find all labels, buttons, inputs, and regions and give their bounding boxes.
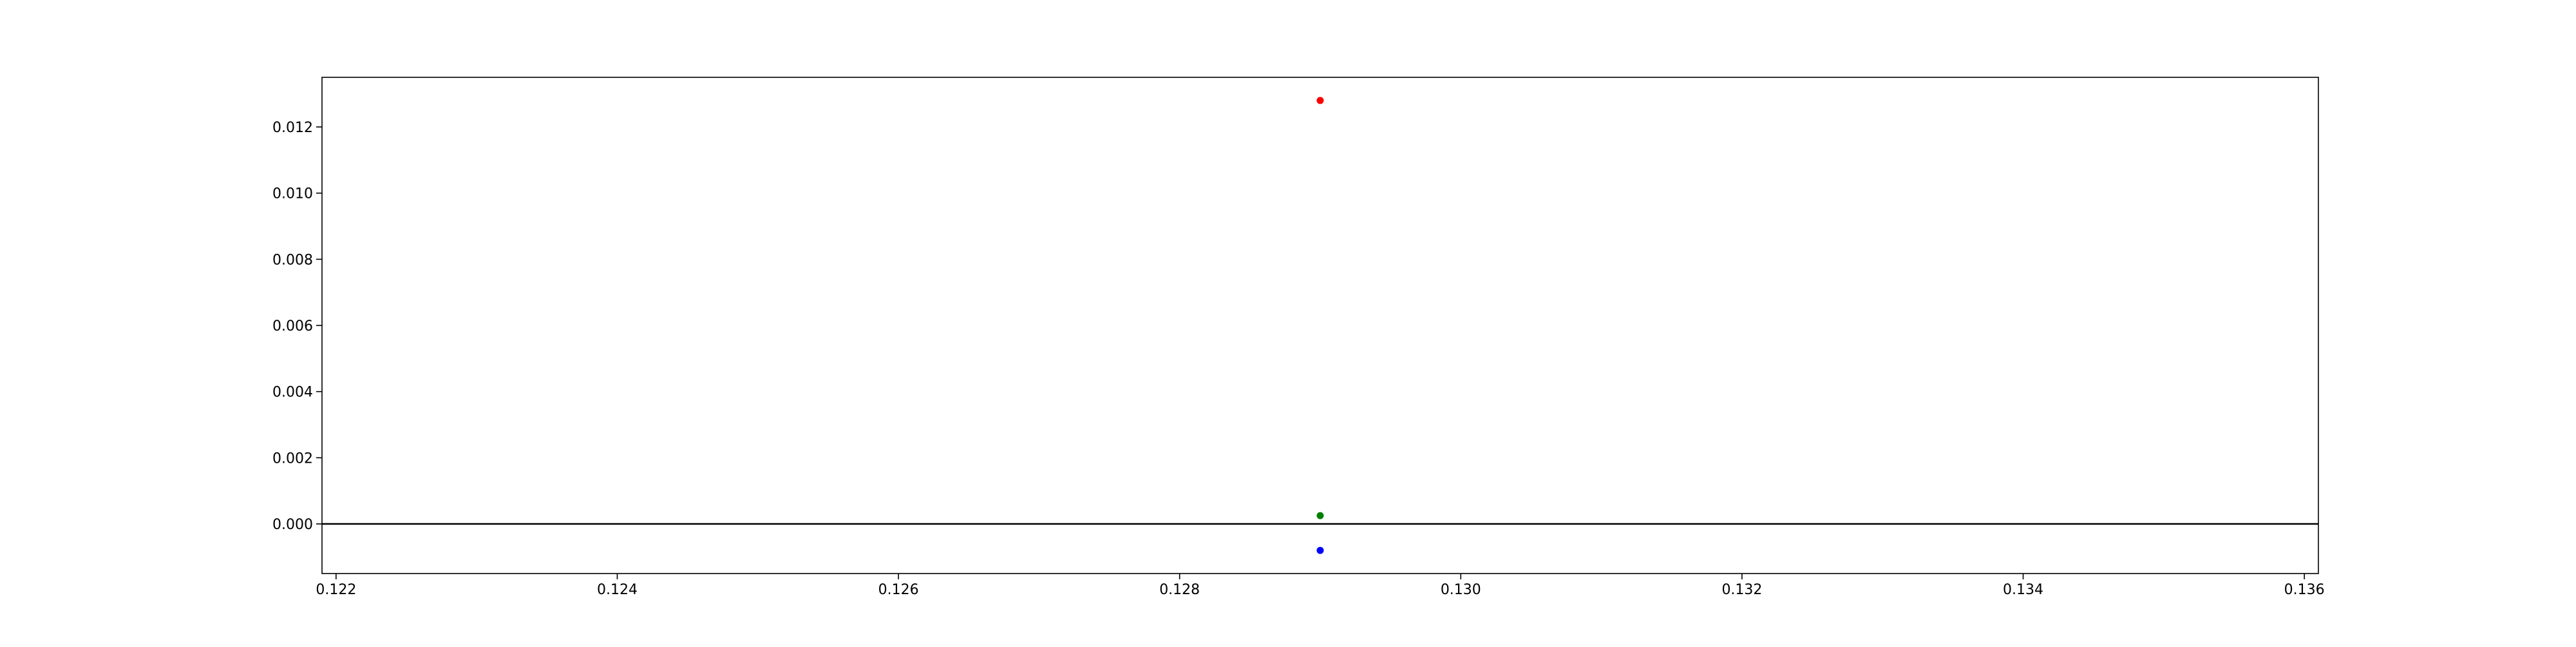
x-tick-label: 0.128: [1159, 582, 1200, 598]
y-tick-label: 0.004: [272, 385, 313, 401]
x-tick-label: 0.132: [1721, 582, 1762, 598]
x-tick-label: 0.124: [597, 582, 638, 598]
x-tick-label: 0.122: [316, 582, 356, 598]
x-tick-label: 0.134: [2003, 582, 2043, 598]
y-tick-label: 0.000: [272, 517, 313, 533]
y-axis: 0.000 0.002 0.004 0.006 0.008 0.010 0.012: [272, 120, 322, 533]
data-point-1: [1316, 97, 1324, 104]
data-point-2: [1316, 512, 1324, 519]
plot-frame: [321, 77, 2319, 574]
x-tick-label: 0.136: [2284, 582, 2325, 598]
y-tick-label: 0.002: [272, 450, 313, 467]
x-axis: 0.122 0.124 0.126 0.128 0.130 0.132 0.134 0.136: [316, 574, 2325, 598]
x-tick-label: 0.130: [1441, 582, 1481, 598]
data-point-3: [1316, 546, 1324, 554]
plot-content: [322, 97, 2318, 554]
y-tick-label: 0.012: [272, 120, 313, 136]
y-tick-label: 0.010: [272, 186, 313, 202]
y-tick-label: 0.008: [272, 252, 313, 268]
y-tick-label: 0.006: [272, 318, 313, 334]
x-tick-label: 0.126: [878, 582, 919, 598]
